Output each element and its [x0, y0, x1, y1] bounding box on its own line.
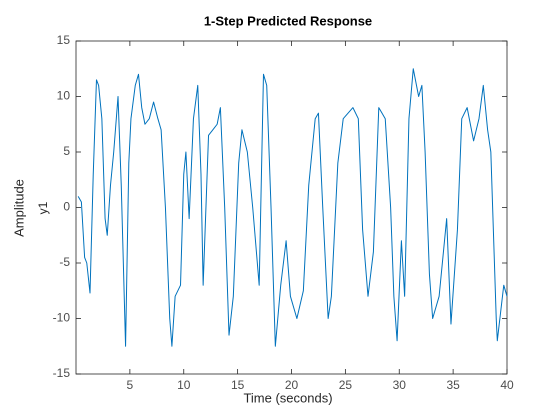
- y-tick-label: 10: [57, 89, 71, 103]
- x-tick-label: 30: [393, 378, 407, 392]
- x-tick-label: 15: [231, 378, 245, 392]
- y-tick-label: 0: [63, 200, 70, 214]
- y-tick-label: -10: [53, 311, 71, 325]
- x-axis-label: Time (seconds): [243, 390, 332, 405]
- x-tick-label: 10: [177, 378, 191, 392]
- x-tick-label: 40: [500, 378, 514, 392]
- x-tick-label: 25: [339, 378, 353, 392]
- y-tick-label: -15: [53, 366, 71, 380]
- y-tick-label: 5: [63, 144, 70, 158]
- x-tick-label: 5: [127, 378, 134, 392]
- x-tick-label: 35: [446, 378, 460, 392]
- y-tick-label: 15: [57, 33, 71, 47]
- y-tick-label: -5: [59, 255, 70, 269]
- y-axis-label: Amplitude: [11, 179, 26, 237]
- x-tick-label: 20: [285, 378, 299, 392]
- series-line: [77, 68, 508, 347]
- y-channel-label: y1: [36, 201, 50, 214]
- chart-title: 1-Step Predicted Response: [204, 13, 372, 28]
